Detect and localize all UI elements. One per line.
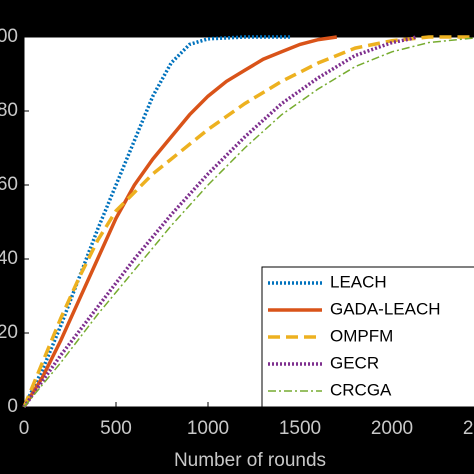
x-tick-label: 2000 xyxy=(371,418,413,439)
x-axis-label: Number of rounds xyxy=(174,450,326,471)
line-series xyxy=(22,35,291,408)
legend-label: GECR xyxy=(330,353,379,372)
y-tick-label: 40 xyxy=(0,248,18,269)
legend-label: OMPFM xyxy=(330,326,393,345)
line-series xyxy=(22,35,417,409)
x-tick-label: 500 xyxy=(100,418,132,439)
y-tick-label: 100 xyxy=(0,26,18,47)
line-series xyxy=(23,37,474,408)
legend-label: CRCGA xyxy=(330,380,392,399)
x-tick-label: 0 xyxy=(19,418,30,439)
x-tick-label: 1000 xyxy=(187,418,229,439)
y-tick-label: 20 xyxy=(0,322,18,343)
x-tick-label: 1500 xyxy=(279,418,321,439)
y-tick-label: 60 xyxy=(0,174,18,195)
legend-label: LEACH xyxy=(330,272,387,291)
y-tick-label: 0 xyxy=(7,396,18,417)
line-series xyxy=(22,35,338,408)
line-series xyxy=(22,35,474,408)
x-tick-label: 2500 xyxy=(463,418,474,439)
legend-label: GADA-LEACH xyxy=(330,299,441,318)
y-tick-label: 80 xyxy=(0,100,18,121)
